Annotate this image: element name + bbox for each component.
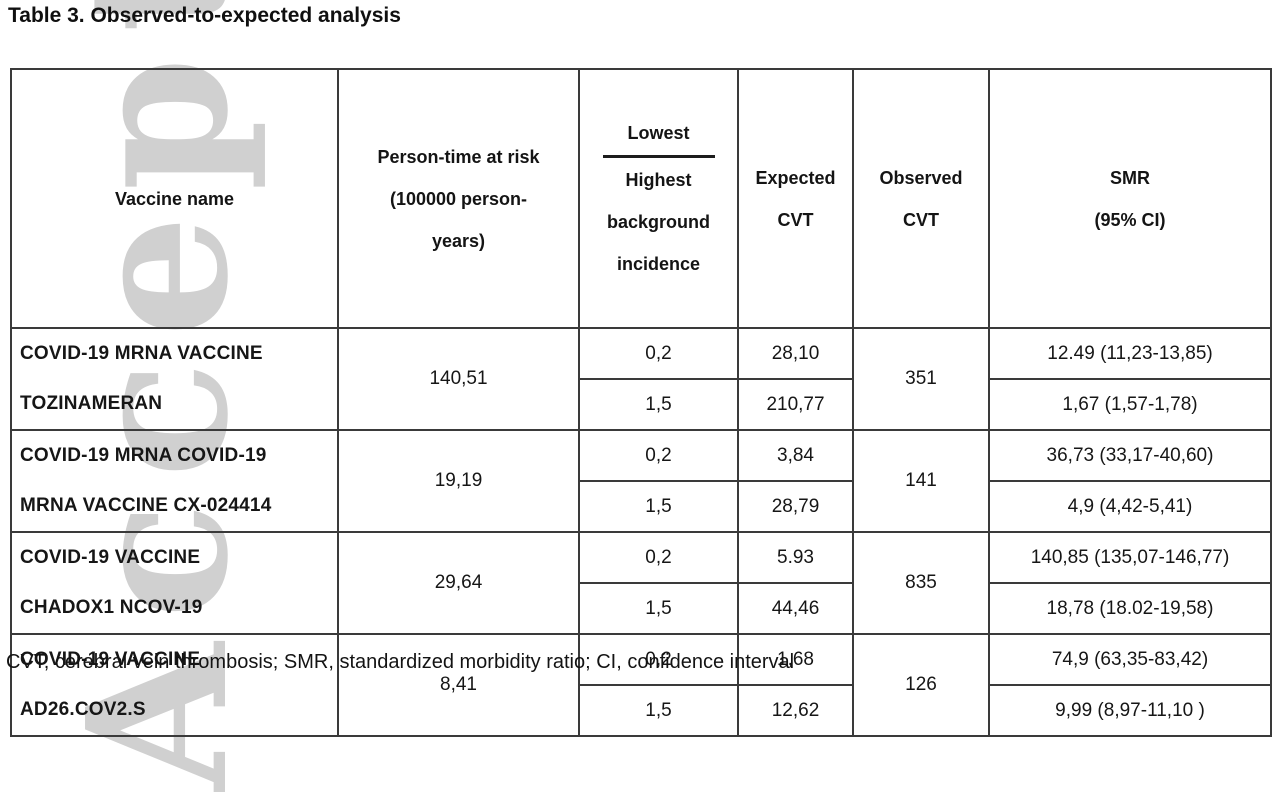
table-row: COVID-19 MRNA VACCINE TOZINAMERAN 140,51 0…: [10, 327, 1272, 431]
vaccine-name-cell: COVID-19 MRNA VACCINE TOZINAMERAN: [10, 327, 339, 431]
expected-cvt-cell: 1,68: [737, 633, 854, 686]
vaccine-name-cell: COVID-19 MRNA COVID-19 MRNA VACCINE CX-0…: [10, 429, 339, 533]
header-row: Vaccine name Person-time at risk (100000…: [10, 68, 1272, 329]
col-header-vaccine-name: Vaccine name: [10, 68, 339, 329]
expected-cvt-cell: 28,79: [737, 480, 854, 533]
incidence-cell: 0,2: [578, 429, 739, 482]
table-caption: Table 3. Observed-to-expected analysis: [8, 4, 401, 27]
table-row: 1,5 210,77 1,67 (1,57-1,78): [11, 378, 1272, 431]
smr-cell: 1,67 (1,57-1,78): [988, 378, 1272, 431]
smr-cell: 36,73 (33,17-40,60): [988, 429, 1272, 482]
incidence-fraction: Lowest Highest background incidence: [581, 112, 736, 285]
col-header-expected-cvt: Expected CVT: [737, 68, 854, 329]
person-time-cell: 19,19: [337, 429, 580, 533]
col-header-observed-cvt: Observed CVT: [852, 68, 990, 329]
table-row: COVID-19 MRNA COVID-19 MRNA VACCINE CX-0…: [10, 429, 1272, 533]
table-body: COVID-19 MRNA VACCINE TOZINAMERAN 140,51 0…: [10, 327, 1272, 737]
smr-cell: 74,9 (63,35-83,42): [988, 633, 1272, 686]
incidence-cell: 1,5: [578, 684, 739, 737]
expected-cvt-cell: 28,10: [737, 327, 854, 380]
incidence-cell: 1,5: [578, 480, 739, 533]
observed-cvt-cell: 126: [852, 633, 990, 737]
table-row: 1,5 44,46 18,78 (18.02-19,58): [11, 582, 1272, 635]
incidence-cell: 0,2: [578, 531, 739, 584]
observed-cvt-cell: 351: [852, 327, 990, 431]
table-row: 1,5 28,79 4,9 (4,42-5,41): [11, 480, 1272, 533]
vaccine-name-cell: COVID-19 VACCINE AD26.COV2.S: [10, 633, 339, 737]
smr-cell: 9,99 (8,97-11,10 ): [988, 684, 1272, 737]
vaccine-name-cell: COVID-19 VACCINE CHADOX1 NCOV-19: [10, 531, 339, 635]
smr-cell: 12.49 (11,23-13,85): [988, 327, 1272, 380]
expected-cvt-cell: 5.93: [737, 531, 854, 584]
smr-cell: 140,85 (135,07-146,77): [988, 531, 1272, 584]
smr-cell: 4,9 (4,42-5,41): [988, 480, 1272, 533]
table-footnote: CVT, cerebral vein thrombosis; SMR, stan…: [6, 651, 795, 673]
expected-cvt-cell: 3,84: [737, 429, 854, 482]
incidence-cell: 0,2: [578, 327, 739, 380]
incidence-cell: 1,5: [578, 378, 739, 431]
expected-cvt-cell: 44,46: [737, 582, 854, 635]
observed-cvt-cell: 835: [852, 531, 990, 635]
person-time-cell: 8,41: [337, 633, 580, 737]
table-row: COVID-19 VACCINE CHADOX1 NCOV-19 29,64 0,2…: [10, 531, 1272, 635]
incidence-denominator-label: Highest background incidence: [606, 170, 710, 274]
incidence-cell: 1,5: [578, 582, 739, 635]
observed-cvt-cell: 141: [852, 429, 990, 533]
expected-cvt-cell: 210,77: [737, 378, 854, 431]
observed-to-expected-table: Vaccine name Person-time at risk (100000…: [10, 68, 1272, 737]
col-header-person-time: Person-time at risk (100000 person- year…: [337, 68, 580, 329]
incidence-numerator-label: Lowest: [627, 123, 690, 143]
fraction-divider-line: [602, 155, 715, 158]
incidence-cell: 0,2: [578, 633, 739, 686]
expected-cvt-cell: 12,62: [737, 684, 854, 737]
person-time-cell: 29,64: [337, 531, 580, 635]
person-time-cell: 140,51: [337, 327, 580, 431]
col-header-smr: SMR (95% CI): [988, 68, 1272, 329]
smr-cell: 18,78 (18.02-19,58): [988, 582, 1272, 635]
col-header-background-incidence: Lowest Highest background incidence: [578, 68, 739, 329]
